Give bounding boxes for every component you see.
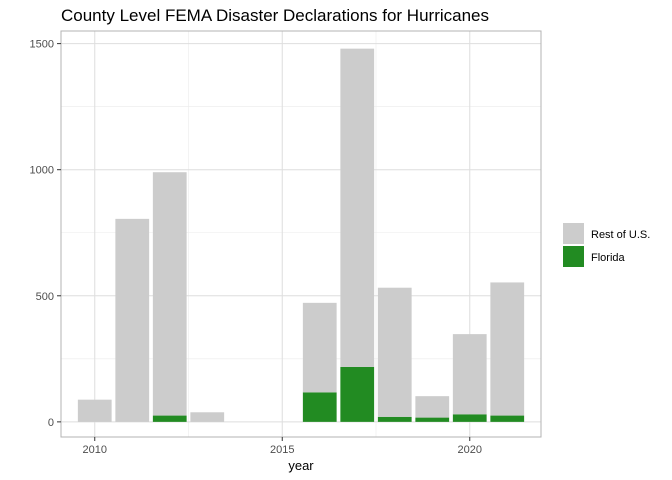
bar-florida-2016 [302, 392, 337, 422]
legend-label: Florida [591, 252, 626, 264]
bar-rest-of-u-s-2019 [415, 396, 450, 418]
legend-label: Rest of U.S. [591, 229, 650, 241]
bar-rest-of-u-s-2012 [152, 172, 187, 416]
bar-rest-of-u-s-2020 [452, 334, 487, 415]
y-tick-label: 1500 [30, 39, 54, 51]
legend-key-florida [563, 246, 584, 267]
bar-rest-of-u-s-2013 [190, 412, 225, 422]
legend: Rest of U.S. Florida [563, 223, 650, 267]
y-axis-ticks: 0 500 1000 1500 [30, 39, 61, 429]
x-tick-label: 2010 [83, 444, 107, 456]
bar-rest-of-u-s-2011 [115, 218, 150, 422]
y-tick-label: 1000 [30, 165, 54, 177]
panel-border [60, 30, 542, 438]
bar-florida-2021 [490, 415, 525, 422]
y-tick-label: 0 [48, 417, 54, 429]
bar-rest-of-u-s-2016 [302, 302, 337, 393]
bar-florida-2012 [152, 415, 187, 422]
bar-rest-of-u-s-2017 [340, 48, 375, 367]
bar-florida-2017 [340, 366, 375, 422]
chart-title: County Level FEMA Disaster Declarations … [61, 6, 489, 25]
bar-rest-of-u-s-2010 [77, 399, 112, 422]
bar-rest-of-u-s-2021 [490, 282, 525, 416]
x-axis-ticks: 2010 2015 2020 [83, 437, 482, 456]
legend-key-rest-of-u-s [563, 223, 584, 244]
bars [77, 48, 525, 422]
y-tick-label: 500 [36, 291, 54, 303]
x-tick-label: 2015 [270, 444, 294, 456]
bar-florida-2020 [452, 414, 487, 422]
bar-florida-2019 [415, 417, 450, 422]
x-tick-label: 2020 [458, 444, 482, 456]
x-axis-title: year [288, 458, 314, 473]
bar-rest-of-u-s-2018 [377, 287, 412, 417]
bar-florida-2018 [377, 416, 412, 422]
